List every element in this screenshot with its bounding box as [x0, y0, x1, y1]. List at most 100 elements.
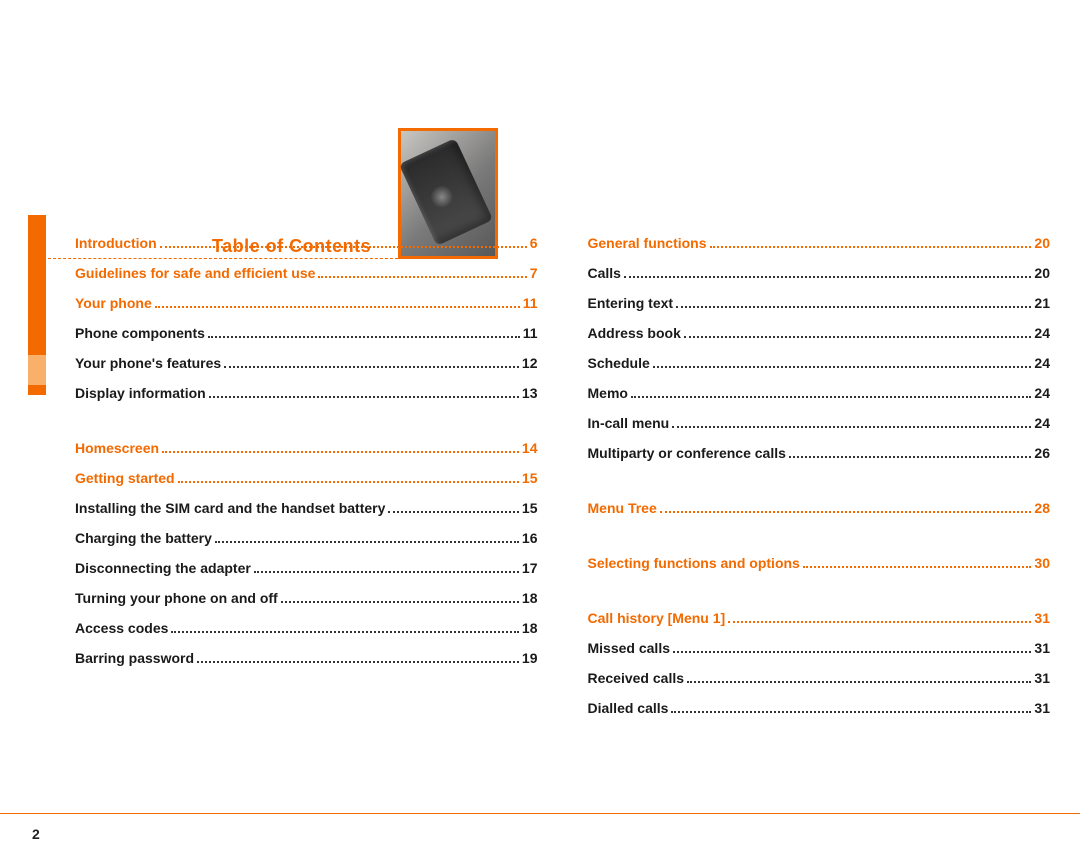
toc-entry[interactable]: Dialled calls 31 [588, 700, 1051, 716]
toc-column-left: Introduction 6 Guidelines for safe and ef… [75, 235, 538, 730]
toc-leader-dots [676, 306, 1031, 308]
toc-page: 31 [1034, 610, 1050, 626]
toc-label: Missed calls [588, 640, 671, 656]
toc-label: Installing the SIM card and the handset … [75, 500, 385, 516]
toc-page: 30 [1034, 555, 1050, 571]
toc-page: 14 [522, 440, 538, 456]
toc-entry[interactable]: Missed calls 31 [588, 640, 1051, 656]
toc-entry[interactable]: Disconnecting the adapter17 [75, 560, 538, 576]
toc-label: Phone components [75, 325, 205, 341]
toc-entry[interactable]: Entering text21 [588, 295, 1051, 311]
toc-label: Selecting functions and options [588, 555, 800, 571]
spacer [75, 415, 538, 440]
toc-entry[interactable]: Guidelines for safe and efficient use 7 [75, 265, 538, 281]
spacer [588, 530, 1051, 555]
toc-entry[interactable]: Your phone11 [75, 295, 538, 311]
toc-label: Introduction [75, 235, 157, 251]
toc-label: Calls [588, 265, 621, 281]
spacer [588, 585, 1051, 610]
toc-page: 24 [1034, 415, 1050, 431]
toc-label: Your phone's features [75, 355, 221, 371]
toc-entry[interactable]: Received calls 31 [588, 670, 1051, 686]
toc-entry[interactable]: Selecting functions and options 30 [588, 555, 1051, 571]
toc-leader-dots [660, 511, 1032, 513]
toc-label: Charging the battery [75, 530, 212, 546]
toc-label: Access codes [75, 620, 168, 636]
side-accent-bar-light [28, 355, 46, 385]
toc-entry[interactable]: Display information 13 [75, 385, 538, 401]
toc-leader-dots [155, 306, 520, 308]
toc-label: Call history [Menu 1] [588, 610, 726, 626]
toc-leader-dots [281, 601, 519, 603]
toc-label: Multiparty or conference calls [588, 445, 786, 461]
toc-page: 6 [530, 235, 538, 251]
toc-leader-dots [388, 511, 519, 513]
toc-page: 16 [522, 530, 538, 546]
toc-label: Display information [75, 385, 206, 401]
toc-leader-dots [224, 366, 519, 368]
toc-leader-dots [673, 651, 1031, 653]
toc-page: 19 [522, 650, 538, 666]
toc-entry[interactable]: General functions 20 [588, 235, 1051, 251]
toc-entry[interactable]: Calls 20 [588, 265, 1051, 281]
toc-page: 18 [522, 590, 538, 606]
toc-entry[interactable]: Menu Tree 28 [588, 500, 1051, 516]
toc-leader-dots [671, 711, 1031, 713]
toc-leader-dots [162, 451, 519, 453]
toc-page: 20 [1034, 265, 1050, 281]
toc-leader-dots [672, 426, 1031, 428]
toc-label: Dialled calls [588, 700, 669, 716]
toc-label: Barring password [75, 650, 194, 666]
toc-entry[interactable]: Access codes 18 [75, 620, 538, 636]
toc-entry[interactable]: Schedule24 [588, 355, 1051, 371]
toc-entry[interactable]: Charging the battery 16 [75, 530, 538, 546]
spacer [588, 475, 1051, 500]
toc-label: Guidelines for safe and efficient use [75, 265, 315, 281]
toc-page: 11 [523, 295, 538, 311]
toc-page: 21 [1034, 295, 1050, 311]
toc-label: Disconnecting the adapter [75, 560, 251, 576]
toc-label: Received calls [588, 670, 685, 686]
toc-entry[interactable]: Barring password 19 [75, 650, 538, 666]
toc-entry[interactable]: Phone components 11 [75, 325, 538, 341]
page: Table of Contents Introduction6 Guidelin… [0, 0, 1080, 864]
toc-entry[interactable]: Multiparty or conference calls26 [588, 445, 1051, 461]
toc-page: 31 [1034, 700, 1050, 716]
toc-label: General functions [588, 235, 707, 251]
toc-page: 31 [1034, 670, 1050, 686]
toc-leader-dots [160, 246, 527, 248]
toc-page: 18 [522, 620, 538, 636]
toc-entry[interactable]: Memo 24 [588, 385, 1051, 401]
toc-leader-dots [209, 396, 519, 398]
footer-line [0, 813, 1080, 814]
toc-entry[interactable]: Introduction 6 [75, 235, 538, 251]
toc-leader-dots [631, 396, 1031, 398]
toc-entry[interactable]: Turning your phone on and off18 [75, 590, 538, 606]
toc-page: 24 [1034, 325, 1050, 341]
toc-page: 20 [1034, 235, 1050, 251]
toc-entry[interactable]: Installing the SIM card and the handset … [75, 500, 538, 516]
toc-page: 28 [1034, 500, 1050, 516]
page-number: 2 [32, 826, 40, 842]
toc-entry[interactable]: Your phone's features12 [75, 355, 538, 371]
toc-entry[interactable]: Getting started15 [75, 470, 538, 486]
toc-page: 11 [523, 325, 538, 341]
toc-entry[interactable]: Call history [Menu 1] 31 [588, 610, 1051, 626]
toc-leader-dots [624, 276, 1031, 278]
toc-label: Memo [588, 385, 628, 401]
toc-entry[interactable]: In-call menu24 [588, 415, 1051, 431]
toc-label: Menu Tree [588, 500, 657, 516]
toc-page: 13 [522, 385, 538, 401]
toc-page: 24 [1034, 385, 1050, 401]
toc-page: 15 [522, 500, 538, 516]
toc-leader-dots [208, 336, 520, 338]
toc-label: Getting started [75, 470, 175, 486]
toc-leader-dots [687, 681, 1031, 683]
toc-leader-dots [215, 541, 519, 543]
toc-leader-dots [254, 571, 519, 573]
toc-leader-dots [171, 631, 519, 633]
toc-entry[interactable]: Homescreen14 [75, 440, 538, 456]
toc-page: 7 [530, 265, 538, 281]
toc-entry[interactable]: Address book24 [588, 325, 1051, 341]
toc-page: 31 [1034, 640, 1050, 656]
